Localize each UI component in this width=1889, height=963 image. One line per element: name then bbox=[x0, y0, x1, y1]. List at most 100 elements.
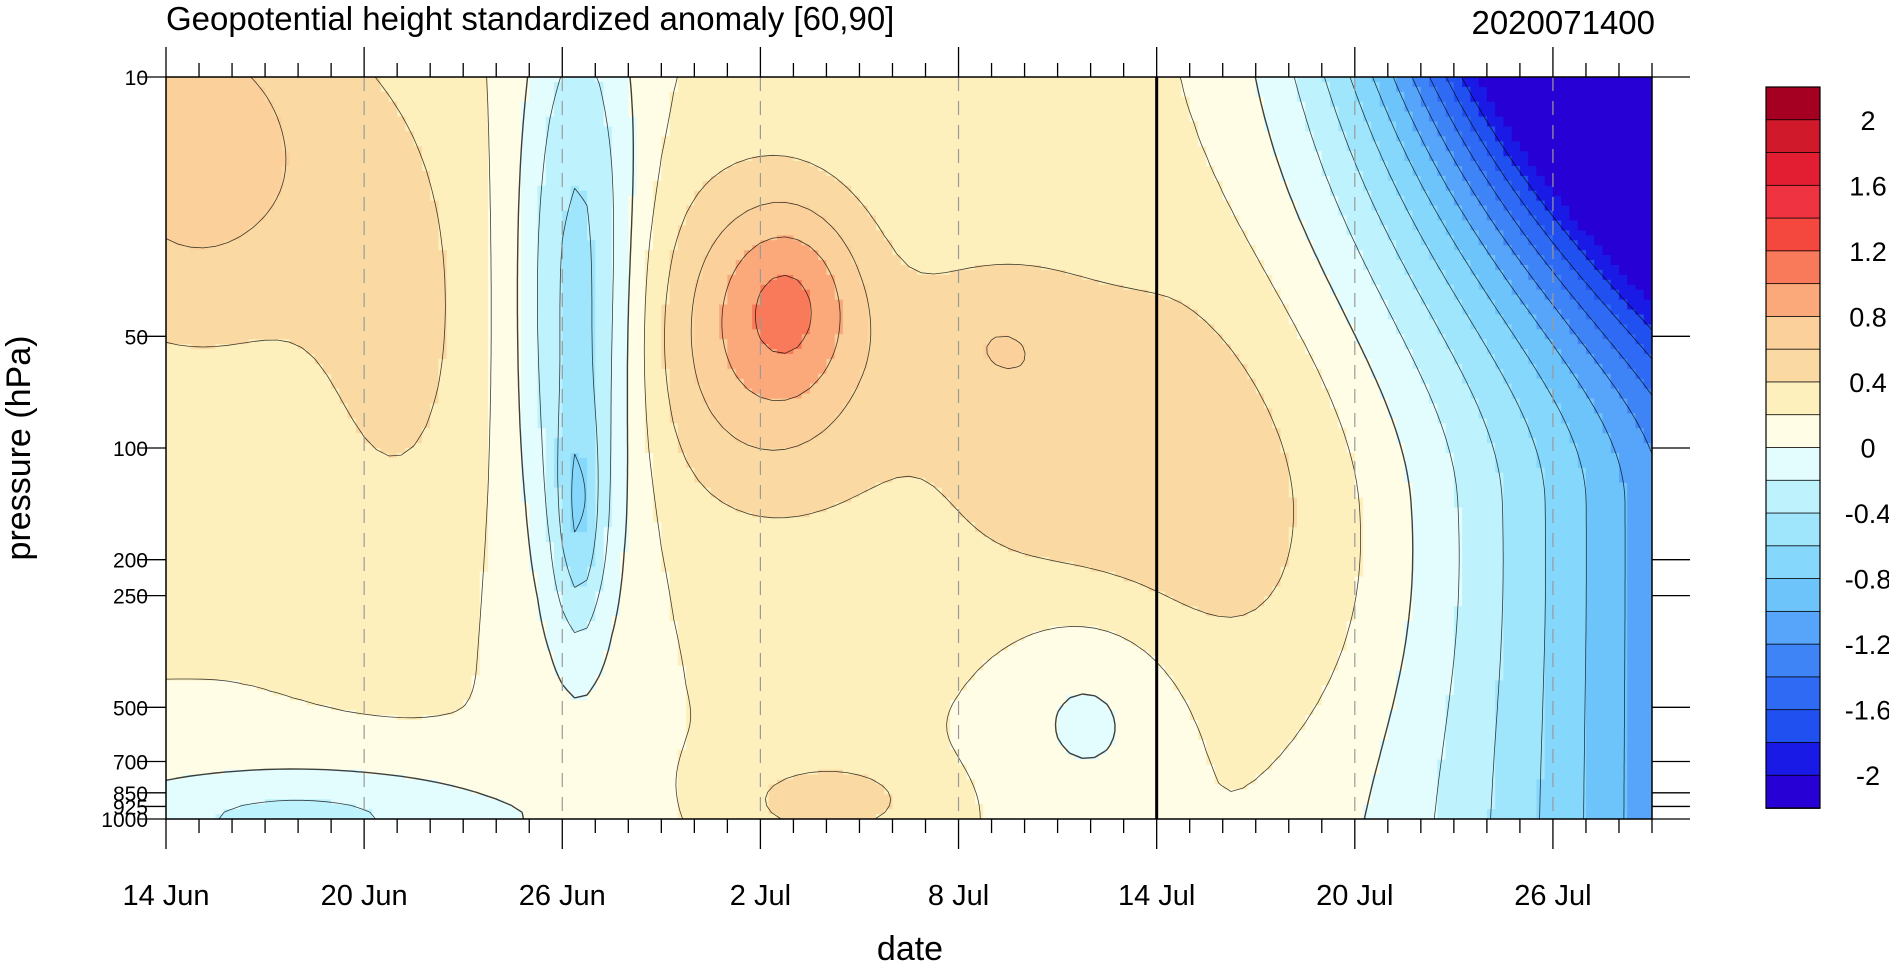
contour-cell bbox=[719, 428, 728, 504]
contour-cell bbox=[768, 517, 778, 785]
contour-cell bbox=[1594, 363, 1604, 414]
contour-cell bbox=[273, 116, 283, 197]
contour-cell bbox=[1346, 452, 1356, 622]
contour-cell bbox=[1643, 388, 1652, 444]
contour-cell bbox=[1263, 596, 1273, 771]
contour-cell bbox=[322, 705, 332, 771]
contour-cell bbox=[1453, 299, 1463, 365]
contour-cell bbox=[256, 77, 266, 88]
contour-cell bbox=[661, 368, 671, 573]
chart-title: Geopotential height standardized anomaly… bbox=[166, 0, 895, 37]
contour-cell bbox=[1495, 200, 1504, 231]
contour-cell bbox=[1156, 591, 1166, 667]
contour-cell bbox=[339, 403, 349, 711]
contour-cell bbox=[1082, 695, 1092, 761]
contour-cell bbox=[223, 809, 233, 819]
contour-cell bbox=[1098, 700, 1108, 756]
contour-cell bbox=[570, 532, 580, 588]
contour-cell bbox=[1602, 279, 1612, 306]
contour-cell bbox=[306, 77, 316, 355]
contour-cell bbox=[694, 279, 704, 385]
contour-cell bbox=[1098, 754, 1108, 819]
contour-cell bbox=[1082, 279, 1092, 568]
contour-cell bbox=[166, 344, 175, 682]
contour-cell bbox=[1412, 230, 1422, 291]
contour-cell bbox=[265, 690, 274, 771]
contour-cell bbox=[917, 477, 927, 819]
contour-cell bbox=[1627, 334, 1637, 370]
y-tick-label: 500 bbox=[113, 697, 148, 720]
contour-cell bbox=[1552, 309, 1562, 350]
contour-cell bbox=[1008, 551, 1017, 647]
contour-cell bbox=[355, 715, 365, 771]
contour-cell bbox=[587, 566, 596, 622]
contour-cell bbox=[1181, 77, 1191, 98]
contour-cell bbox=[1305, 77, 1315, 133]
colorbar-tick-label: 0.8 bbox=[1849, 302, 1887, 332]
contour-cell bbox=[743, 161, 753, 212]
contour-cell bbox=[1115, 77, 1125, 286]
contour-cell bbox=[694, 383, 704, 484]
contour-cell bbox=[1065, 561, 1075, 627]
contour-cell bbox=[397, 774, 407, 819]
contour-cell bbox=[562, 210, 572, 568]
contour-cell bbox=[702, 255, 712, 405]
contour-cell bbox=[1544, 77, 1554, 187]
contour-cell bbox=[1313, 260, 1323, 370]
contour-cell bbox=[702, 180, 712, 256]
contour-cell bbox=[273, 77, 283, 118]
contour-cell bbox=[867, 77, 877, 217]
contour-cell bbox=[537, 77, 547, 187]
colorbar-tick-label: 0 bbox=[1860, 434, 1875, 464]
contour-cell bbox=[1288, 527, 1298, 741]
contour-cell bbox=[1396, 77, 1405, 93]
contour-cell bbox=[875, 482, 885, 785]
contour-cell bbox=[1387, 418, 1397, 711]
contour-cell bbox=[826, 769, 836, 819]
contour-cell bbox=[975, 670, 984, 805]
contour-cell bbox=[1503, 383, 1513, 819]
contour-cell bbox=[1354, 77, 1364, 103]
contour-cell bbox=[1379, 739, 1389, 819]
contour-cell bbox=[925, 274, 935, 484]
contour-cell bbox=[628, 195, 638, 819]
contour-cell bbox=[1643, 324, 1652, 355]
x-tick-label: 14 Jun bbox=[122, 880, 209, 912]
contour-cell bbox=[818, 373, 828, 434]
contour-cell bbox=[834, 299, 844, 335]
contour-cell bbox=[463, 77, 473, 701]
contour-cell bbox=[1082, 759, 1092, 819]
contour-cell bbox=[694, 77, 704, 192]
colorbar-swatch bbox=[1765, 742, 1821, 777]
contour-cell bbox=[240, 685, 250, 771]
contour-cell bbox=[1032, 264, 1042, 558]
contour-cell bbox=[471, 675, 481, 795]
contour-cell bbox=[1561, 363, 1571, 424]
contour-cell bbox=[1561, 230, 1571, 261]
contour-cell bbox=[727, 368, 737, 434]
contour-cell bbox=[314, 363, 324, 706]
contour-cell bbox=[240, 235, 250, 345]
contour-cell bbox=[1008, 368, 1017, 553]
contour-cell bbox=[207, 774, 217, 819]
contour-cell bbox=[983, 358, 993, 538]
colorbar-swatch bbox=[1765, 643, 1821, 678]
contour-cell bbox=[504, 77, 514, 805]
contour-cell bbox=[1495, 170, 1504, 202]
contour-cell bbox=[1115, 576, 1125, 637]
contour-cell bbox=[190, 349, 200, 682]
contour-cell bbox=[1057, 626, 1067, 706]
chart-date-stamp: 2020071400 bbox=[1471, 4, 1655, 41]
contour-cell bbox=[826, 225, 836, 276]
contour-cell bbox=[1379, 299, 1389, 400]
contour-line bbox=[1461, 77, 1652, 331]
contour-cell bbox=[248, 77, 258, 226]
contour-cell bbox=[1594, 413, 1604, 819]
contour-cell bbox=[1090, 626, 1100, 696]
contour-cell bbox=[1354, 170, 1364, 251]
contour-cell bbox=[405, 131, 415, 449]
contour-cell bbox=[743, 250, 753, 390]
contour-cell bbox=[1082, 626, 1092, 696]
contour-cell bbox=[1528, 77, 1538, 167]
contour-cell bbox=[1437, 759, 1447, 819]
